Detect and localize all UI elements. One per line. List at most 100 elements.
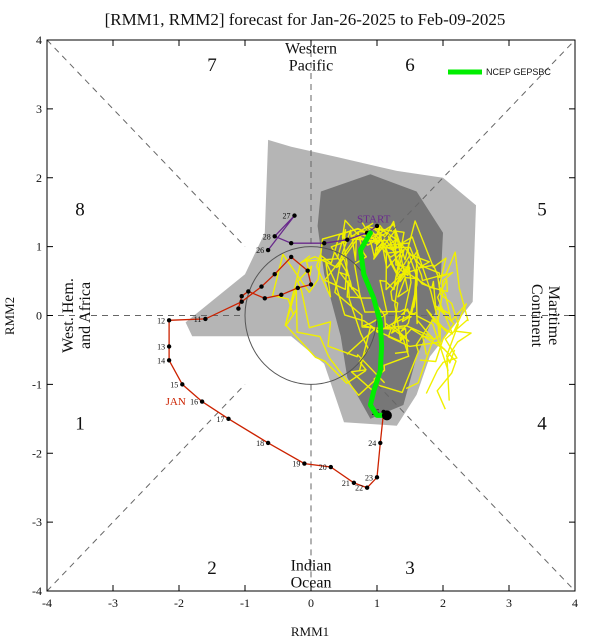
x-axis-label: RMM1: [291, 624, 329, 639]
observed-point: [345, 237, 350, 242]
observed-point: [199, 399, 205, 404]
observed-point: [378, 440, 383, 446]
region-label: West. Hem. and Africa: [60, 278, 94, 353]
observed-point: [236, 306, 241, 311]
y-tick-label: 2: [36, 171, 42, 185]
observed-point: [289, 240, 294, 246]
observed-point: [305, 268, 310, 273]
day-label: 21: [342, 479, 350, 488]
day-label: 24: [368, 439, 376, 448]
observed-point: [279, 292, 284, 298]
observed-point: [374, 475, 380, 480]
region-label-line: Western: [285, 41, 337, 58]
day-label: 17: [217, 415, 225, 424]
day-label: 14: [157, 356, 165, 365]
region-label-line: Ocean: [291, 574, 332, 591]
observed-point: [265, 247, 271, 253]
observed-point: [364, 485, 370, 490]
phase-label: 8: [75, 200, 85, 221]
day-label: 22: [355, 484, 363, 493]
x-tick-label: 1: [374, 596, 380, 610]
phase-label: 4: [537, 413, 547, 434]
y-tick-label: -1: [32, 377, 42, 391]
plot-frame: [46, 39, 576, 592]
ensemble-track: [372, 231, 454, 394]
day-label: 16: [190, 398, 198, 407]
observed-point: [322, 240, 327, 246]
y-axis-label: RMM2: [2, 297, 17, 335]
forecast-mean-line: [358, 230, 390, 418]
day-label: 15: [170, 380, 178, 389]
day-label: 12: [157, 316, 165, 325]
ensemble-track: [284, 234, 376, 396]
month-label: JAN: [166, 396, 186, 408]
x-tick-label: -2: [174, 596, 184, 610]
observed-point: [203, 316, 208, 322]
month-label: START: [357, 214, 391, 226]
ensemble-track: [346, 228, 405, 355]
region-label-line: Continent: [528, 284, 545, 348]
day-label: 23: [365, 473, 373, 482]
phase-label: 7: [207, 55, 217, 76]
ensemble-track: [362, 237, 410, 381]
observed-point: [226, 416, 231, 422]
chart-title: [RMM1, RMM2] forecast for Jan-26-2025 to…: [105, 10, 506, 29]
y-tick-label: 4: [36, 33, 42, 47]
observed-point: [239, 299, 244, 304]
observed-point: [166, 344, 172, 349]
ensemble-track: [324, 219, 441, 348]
observed-point: [259, 284, 264, 289]
ensemble-track: [370, 220, 472, 401]
observed-point: [295, 285, 300, 291]
ensemble-track: [346, 230, 373, 391]
x-tick-label: -1: [240, 596, 250, 610]
phase-label: 6: [405, 55, 415, 76]
observed-point: [328, 464, 333, 470]
phase-label: 3: [405, 558, 415, 579]
phase-label: 5: [537, 200, 547, 221]
phase-label: 2: [207, 558, 217, 579]
region-label-line: Maritime: [545, 286, 562, 346]
observed-point: [272, 271, 277, 277]
observed-point: [302, 461, 307, 466]
observed-point: [166, 318, 172, 323]
diagonal-line: [376, 384, 576, 592]
observed-line: [267, 215, 378, 251]
y-tick-label: -2: [32, 446, 42, 460]
y-tick-label: -3: [32, 515, 42, 529]
observed-point: [239, 294, 244, 299]
region-label-line: and Africa: [77, 282, 94, 349]
observed-point: [265, 440, 271, 446]
y-tick-label: 3: [36, 102, 42, 116]
day-label: 13: [157, 342, 165, 351]
ensemble-track: [271, 228, 371, 384]
region-label-line: Indian: [291, 557, 332, 574]
y-tick-label: 1: [36, 240, 42, 254]
ensemble-track: [341, 234, 449, 372]
legend: NCEP GEPSBC: [448, 67, 551, 77]
ensemble-track: [374, 236, 457, 410]
region-label-line: Pacific: [289, 58, 333, 75]
x-tick-label: -3: [108, 596, 118, 610]
diagonal-line: [46, 39, 246, 247]
forecast-mean: [358, 230, 392, 421]
observed-point: [180, 382, 185, 387]
day-label: 27: [283, 212, 291, 221]
observed-point: [351, 480, 357, 486]
x-tick-label: 3: [506, 596, 512, 610]
y-tick-label: -4: [32, 584, 42, 598]
day-label: 11: [194, 315, 202, 324]
day-label: 20: [319, 463, 327, 472]
observed-point: [272, 234, 277, 239]
x-tick-label: 4: [572, 596, 578, 610]
observed-point: [262, 296, 267, 301]
observed-point: [374, 223, 380, 229]
observed-point: [246, 289, 251, 294]
x-tick-label: 0: [308, 596, 314, 610]
ensemble-members: [271, 219, 472, 410]
day-label: 19: [292, 460, 300, 469]
